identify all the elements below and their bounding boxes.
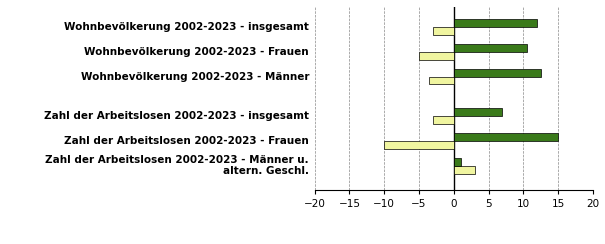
Bar [384, 141, 454, 149]
Bar [454, 44, 527, 52]
Bar [454, 108, 502, 116]
Bar [433, 27, 454, 35]
Bar [454, 69, 541, 77]
Bar [454, 133, 558, 141]
Bar [430, 77, 454, 84]
Bar [433, 116, 454, 124]
Bar [454, 158, 461, 166]
Bar [454, 19, 537, 27]
Bar [419, 52, 454, 60]
Bar [454, 166, 474, 173]
